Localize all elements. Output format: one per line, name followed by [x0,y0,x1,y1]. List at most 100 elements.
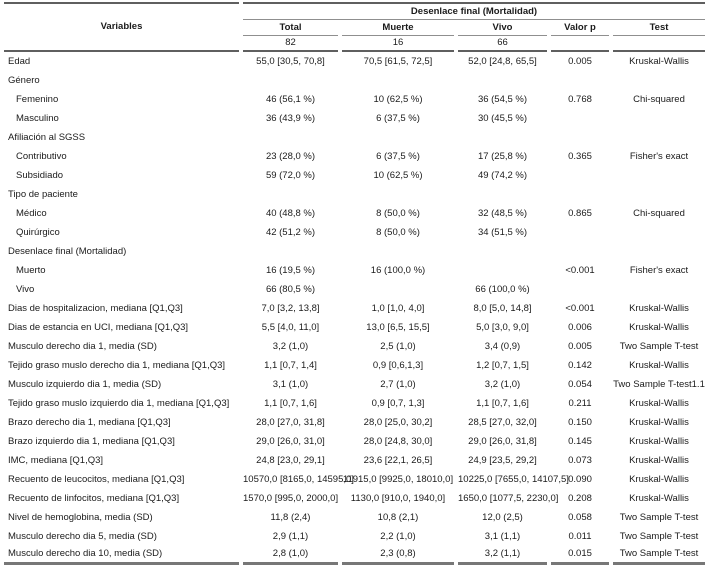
table-row: Recuento de linfocitos, mediana [Q1,Q3] 1… [4,489,705,508]
variable-label: Recuento de leucocitos, mediana [Q1,Q3] [8,473,185,485]
p-value: 0.015 [551,546,609,565]
vivo-count: 66 [458,36,547,52]
test-name: Fisher's exact [629,150,689,162]
vivo-value [458,71,547,90]
table-row: Tipo de paciente [4,185,705,204]
muerte-value: 0,9 [0,6,1,3] [372,359,424,371]
muerte-value: 1130,0 [910,0, 1940,0] [350,492,446,504]
table-row: Recuento de leucocitos, mediana [Q1,Q3] 1… [4,470,705,489]
variable-label: Musculo izquierdo dia 1, media (SD) [8,378,162,390]
p-value: 0.005 [568,340,592,352]
vivo-value: 5,0 [3,0, 9,0] [476,321,529,333]
total-value: 23 (28,0 %) [265,150,316,162]
table-row: Musculo derecho dia 1, media (SD) 3,2 (1,… [4,337,705,356]
vivo-value: 12,0 (2,5) [482,511,523,523]
total-value: 40 (48,8 %) [265,207,316,219]
vivo-value: 49 (74,2 %) [477,169,528,181]
vivo-value: 66 (100,0 %) [475,283,530,295]
table-row: Quirúrgico 42 (51,2 %) 8 (50,0 %) 34 (51,5 … [4,223,705,242]
total-value: 29,0 [26,0, 31,0] [256,435,325,447]
test-name [613,109,705,128]
total-value: 1,1 [0,7, 1,6] [264,397,317,409]
variable-label: Brazo derecho dia 1, mediana [Q1,Q3] [8,416,171,428]
test-name: Kruskal-Wallis [629,435,689,447]
variable-label: Quirúrgico [16,226,60,238]
variable-label: Musculo derecho dia 5, media (SD) [8,530,157,542]
table-row: Musculo derecho dia 5, media (SD) 2,9 (1,… [4,527,705,546]
total-value: 42 (51,2 %) [265,226,316,238]
variable-label: Edad [8,55,31,67]
table-row: Musculo izquierdo dia 1, media (SD) 3,1 (… [4,375,705,394]
p-value: 0.208 [568,492,592,504]
span-header: Desenlace final (Mortalidad) [243,2,706,20]
vivo-value [458,185,547,204]
vivo-value: 3,2 (1,0) [484,378,521,390]
muerte-column-header: Muerte [342,20,454,36]
test-name: Kruskal-Wallis [629,416,689,428]
vivo-value: 3,2 (1,1) [458,546,547,565]
total-value: 3,2 (1,0) [272,340,309,352]
table-row: Edad 55,0 [30,5, 70,8] 70,5 [61,5, 72,5] 52… [4,52,705,71]
muerte-value: 16 (100,0 %) [370,264,426,276]
total-value: 3,1 (1,0) [272,378,309,390]
span-header-row: Variables Desenlace final (Mortalidad) [4,2,706,52]
p-value: <0.001 [565,264,595,276]
muerte-value [342,185,454,204]
total-value: 28,0 [27,0, 31,8] [256,416,325,428]
vivo-value: 30 (45,5 %) [477,112,528,124]
vivo-value [458,128,547,147]
p-value: 0.145 [568,435,592,447]
p-value: 0.142 [568,359,592,371]
table-row: Musculo derecho dia 10, media (SD) 2,8 (1… [4,546,706,565]
test-name: Kruskal-Wallis [629,55,689,67]
variable-label: Tipo de paciente [8,188,78,200]
variable-label: Masculino [16,112,59,124]
vivo-value: 8,0 [5,0, 14,8] [473,302,532,314]
p-value: 0.073 [568,454,592,466]
muerte-value: 2,7 (1,0) [380,378,416,390]
vivo-value: 24,9 [23,5, 29,2] [468,454,537,466]
total-value: 5,5 [4,0, 11,0] [261,321,320,333]
p-value: 0.011 [568,530,592,542]
table-row: Género [4,71,705,90]
total-value: 2,8 (1,0) [243,546,338,565]
variable-label: Musculo derecho dia 1, media (SD) [8,340,157,352]
test-name: Kruskal-Wallis [629,359,689,371]
test-name: Chi-squared [633,93,685,105]
vivo-value: 1,2 [0,7, 1,5] [476,359,529,371]
test-name: Two Sample T-test [619,340,699,352]
variable-label: Femenino [16,93,59,105]
p-value: 0.090 [568,473,592,485]
test-name: Two Sample T-test [613,546,706,565]
total-count: 82 [243,36,338,52]
vivo-value: 3,4 (0,9) [484,340,521,352]
muerte-value: 10 (62,5 %) [373,169,423,181]
p-value: 0.865 [568,207,592,219]
table-header: Variables Desenlace final (Mortalidad) T… [4,2,706,52]
variable-label: Dias de hospitalizacion, mediana [Q1,Q3] [8,302,183,314]
p-value: 0.150 [568,416,592,428]
table-row: Tejido graso muslo izquierdo dia 1, medi… [4,394,705,413]
muerte-value: 11915,0 [9925,0, 18010,0] [342,473,454,485]
vivo-value: 36 (54,5 %) [477,93,528,105]
p-value: 0.006 [568,321,592,333]
test-name: Kruskal-Wallis [629,321,689,333]
table-row: Vivo 66 (80,5 %) 66 (100,0 %) [4,280,705,299]
test-name [613,223,705,242]
muerte-value: 2,3 (0,8) [342,546,454,565]
total-value: 59 (72,0 %) [265,169,316,181]
muerte-value: 1,0 [1,0, 4,0] [371,302,425,314]
muerte-value: 2,2 (1,0) [380,530,416,542]
total-value: 36 (43,9 %) [265,112,316,124]
muerte-count: 16 [342,36,454,52]
variable-label: IMC, mediana [Q1,Q3] [8,454,104,466]
total-value [243,185,338,204]
total-value: 24,8 [23,0, 29,1] [256,454,325,466]
test-name: Fisher's exact [629,264,689,276]
p-value: 0.768 [568,93,592,105]
table-row: Femenino 46 (56,1 %) 10 (62,5 %) 36 (54,5 %… [4,90,705,109]
test-name: Two Sample T-test [619,530,699,542]
total-value: 66 (80,5 %) [265,283,316,295]
muerte-value [342,71,454,90]
mortality-statistics-table: Variables Desenlace final (Mortalidad) T… [0,2,709,565]
